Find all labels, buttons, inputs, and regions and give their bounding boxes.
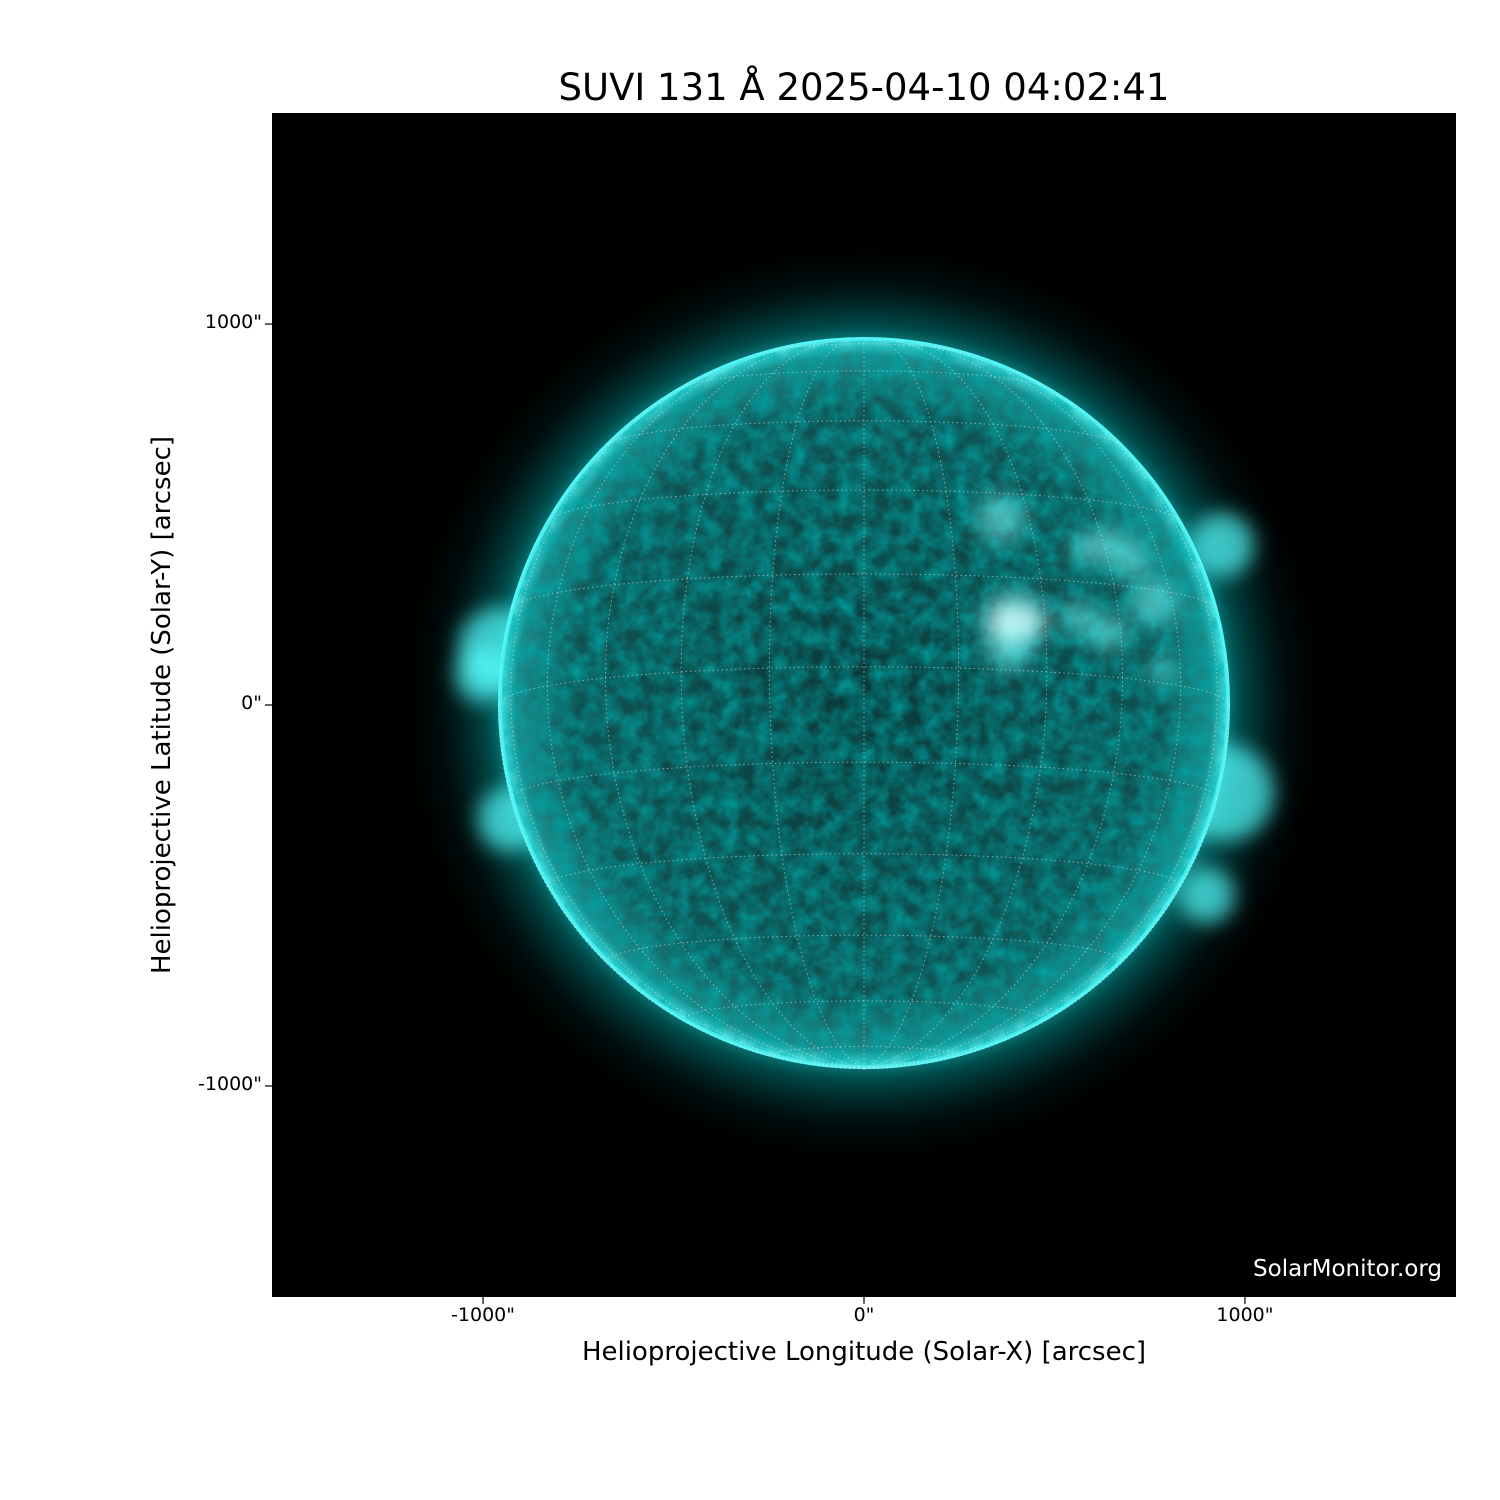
- limb-brightening: [1190, 513, 1255, 577]
- grid-line: [863, 339, 1048, 1070]
- active-region: [1131, 580, 1176, 625]
- active-region: [1112, 542, 1149, 579]
- grid-line: [497, 666, 1231, 706]
- x-tick-label: 0": [853, 1304, 875, 1326]
- grid-line: [863, 339, 960, 1070]
- x-tick-label: 1000": [1216, 1304, 1274, 1326]
- grid-line: [684, 370, 1044, 387]
- grid-line: [510, 368, 865, 1070]
- active-region: [1061, 601, 1094, 634]
- y-tick-label: 1000": [204, 311, 262, 334]
- grid-line: [547, 489, 1181, 522]
- grid-line: [768, 1045, 960, 1057]
- stonyhurst-grid: [497, 339, 1231, 1070]
- y-tick-label: 0": [241, 692, 262, 714]
- active-region: [1089, 614, 1126, 651]
- active-region: [988, 605, 1045, 638]
- x-axis-label: Helioprojective Longitude (Solar-X) [arc…: [581, 1337, 1147, 1367]
- solar-image-plot: [265, 113, 1456, 1304]
- grid-line: [863, 704, 1231, 1070]
- x-tick-label: -1000": [451, 1304, 516, 1326]
- active-region: [1070, 534, 1099, 563]
- active-region: [1149, 658, 1174, 683]
- grid-line: [777, 343, 951, 351]
- active-region: [977, 494, 1026, 543]
- limb-brightening: [455, 646, 512, 703]
- grid-line: [680, 339, 865, 1070]
- limb-brightening: [1178, 867, 1235, 924]
- chart-title: SUVI 131 Å 2025-04-10 04:02:41: [558, 66, 1170, 109]
- y-tick-label: -1000": [198, 1072, 262, 1095]
- watermark: SolarMonitor.org: [1253, 1256, 1442, 1282]
- y-axis-label: Helioprojective Latitude (Solar-Y) [arcs…: [147, 435, 177, 975]
- grid-line: [680, 1000, 1048, 1021]
- grid-line: [768, 339, 865, 1070]
- grid-line: [510, 761, 1218, 800]
- grid-line: [863, 368, 1218, 1070]
